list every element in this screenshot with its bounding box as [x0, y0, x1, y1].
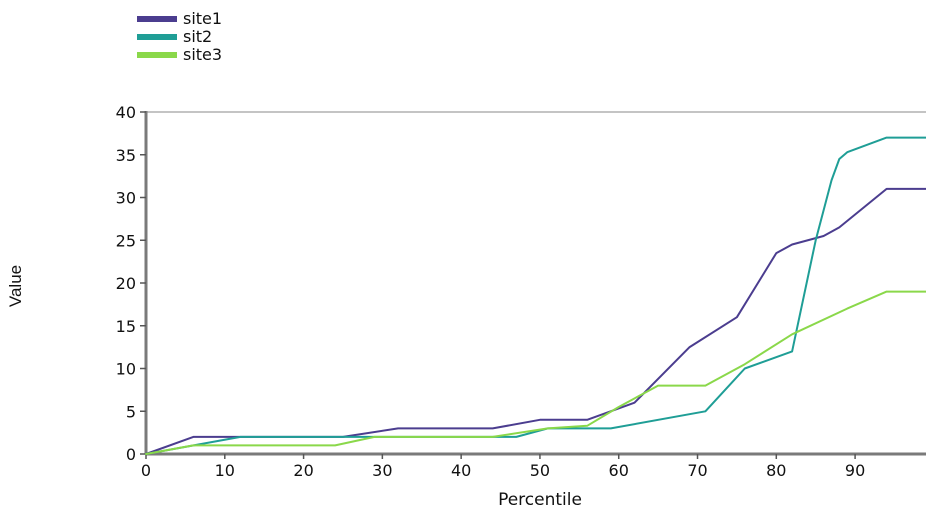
legend-label: sit2 [183, 27, 213, 46]
legend-label: site3 [183, 45, 223, 64]
x-tick-label: 60 [609, 461, 629, 480]
legend-swatch [137, 16, 177, 22]
y-tick-label: 0 [126, 445, 136, 464]
legend-item-site1: site1 [137, 10, 222, 28]
legend-label: site1 [183, 9, 223, 28]
x-axis-title: Percentile [498, 490, 582, 510]
y-tick-label: 5 [126, 402, 136, 421]
legend-item-sit2: sit2 [137, 28, 222, 46]
legend-item-site3: site3 [137, 46, 222, 64]
x-tick-label: 0 [141, 461, 151, 480]
y-tick-label: 40 [116, 103, 136, 122]
x-tick-label: 10 [215, 461, 235, 480]
y-axis-title: Value [6, 264, 25, 308]
series-line-site1 [145, 187, 926, 455]
series-line-site3 [145, 290, 926, 455]
y-tick-label: 20 [116, 274, 136, 293]
x-tick-label: 90 [845, 461, 865, 480]
x-tick-label: 80 [766, 461, 786, 480]
x-tick-label: 70 [687, 461, 707, 480]
x-tick-label: 20 [293, 461, 313, 480]
legend-swatch [137, 52, 177, 58]
x-tick-label: 50 [530, 461, 550, 480]
y-tick-label: 35 [116, 146, 136, 165]
chart-legend: site1 sit2 site3 [137, 10, 222, 64]
y-tick-label: 15 [116, 317, 136, 336]
y-tick-label: 25 [116, 231, 136, 250]
legend-swatch [137, 34, 177, 40]
y-tick-label: 30 [116, 189, 136, 208]
x-tick-label: 30 [372, 461, 392, 480]
x-tick-label: 40 [451, 461, 471, 480]
series-line-sit2 [145, 136, 926, 455]
y-tick-label: 10 [116, 360, 136, 379]
